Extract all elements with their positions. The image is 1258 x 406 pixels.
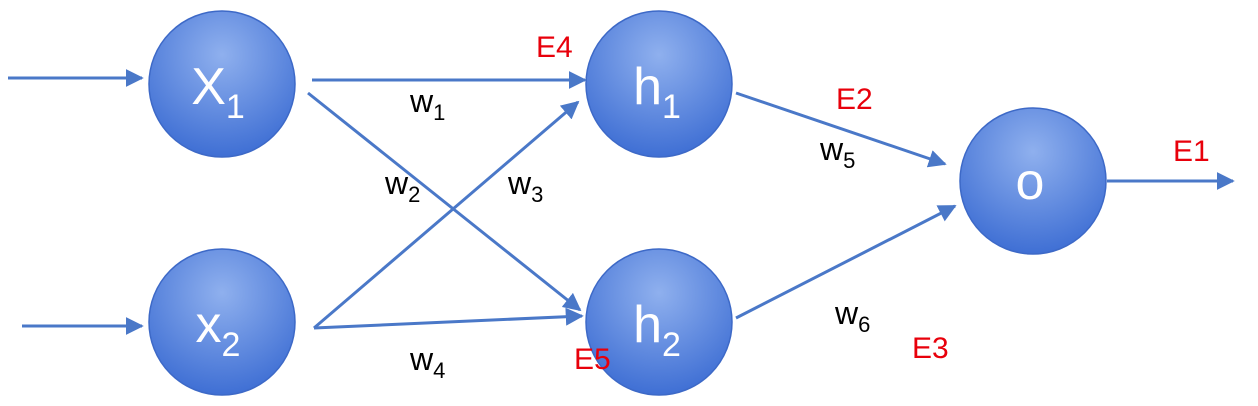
node-h2-subscript: 2 — [662, 326, 681, 364]
svg-text:h1: h1 — [633, 58, 681, 126]
weight-w3: w3 — [507, 165, 543, 207]
weight-w1-letter: w — [409, 83, 434, 119]
node-h1-circle — [585, 10, 733, 158]
node-x2-circle — [148, 248, 296, 396]
node-h1-subscript: 1 — [662, 88, 681, 126]
node-h2-letter: h — [633, 296, 662, 354]
weight-w2-letter: w — [384, 165, 409, 201]
node-h1: h1 — [585, 10, 733, 158]
node-x1-subscript: 1 — [226, 88, 245, 126]
weight-w4-letter: w — [409, 341, 434, 377]
weight-w3-subscript: 3 — [531, 182, 543, 207]
weight-w5-subscript: 5 — [843, 148, 855, 173]
weight-w6-subscript: 6 — [858, 312, 870, 337]
error-label-e1: E1 — [1173, 135, 1210, 168]
edge-x2-h2 — [313, 307, 584, 330]
weight-w4: w4 — [409, 341, 445, 383]
weight-w2: w2 — [384, 165, 420, 207]
node-o: o — [959, 107, 1107, 255]
node-x2-letter: x — [196, 296, 222, 354]
weight-w5-letter: w — [819, 131, 844, 167]
error-label-e3: E3 — [912, 332, 949, 365]
weight-w2-subscript: 2 — [408, 182, 420, 207]
edge-h2-o — [735, 204, 957, 320]
error-label-e2: E2 — [836, 83, 873, 116]
weight-w3-letter: w — [507, 165, 532, 201]
node-o-label: o — [1016, 153, 1045, 211]
node-x2: x2 — [148, 248, 296, 396]
svg-text:X1: X1 — [191, 58, 245, 126]
node-h1-letter: h — [633, 58, 662, 116]
weight-w4-subscript: 4 — [433, 358, 445, 383]
weight-w1: w1 — [409, 83, 445, 125]
node-x2-subscript: 2 — [222, 326, 241, 364]
node-x1-circle — [148, 10, 296, 158]
weight-w1-subscript: 1 — [433, 100, 445, 125]
node-h2: h2 — [585, 248, 733, 396]
weight-w6-letter: w — [834, 295, 859, 331]
edge-x1-h2 — [307, 91, 582, 312]
svg-text:x2: x2 — [196, 296, 241, 364]
svg-text:h2: h2 — [633, 296, 681, 364]
edges — [8, 69, 1235, 335]
node-h2-circle — [585, 248, 733, 396]
error-labels: E1 E2 E3 E4 E5 — [536, 31, 1210, 376]
weight-labels: w1 w2 w3 w4 w5 w6 — [384, 83, 870, 383]
error-label-e5: E5 — [574, 343, 611, 376]
node-o-circle — [959, 107, 1107, 255]
weight-w5: w5 — [819, 131, 855, 173]
error-label-e4: E4 — [536, 31, 573, 64]
node-x1: X1 — [148, 10, 296, 158]
weight-w6: w6 — [834, 295, 870, 337]
node-x1-letter: X — [191, 58, 226, 116]
edge-h1-o — [735, 91, 947, 168]
edge-x2-h1 — [313, 100, 580, 330]
